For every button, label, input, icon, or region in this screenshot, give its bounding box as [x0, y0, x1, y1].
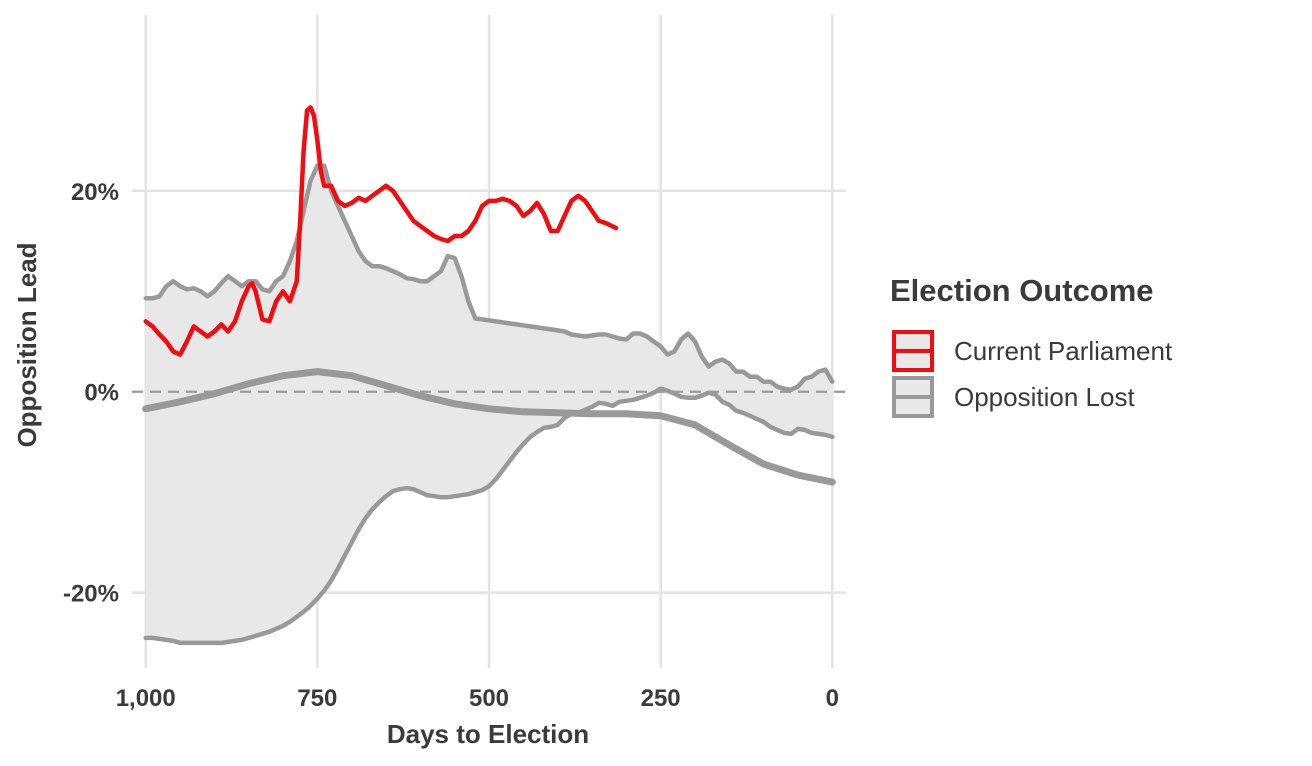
legend-key-current-parliament [892, 330, 934, 372]
x-tick-label: 0 [826, 685, 839, 712]
legend: Election Outcome Current Parliament Oppo… [890, 273, 1173, 418]
y-axis-title: Opposition Lead [12, 242, 42, 447]
x-tick-label: 1,000 [116, 685, 176, 712]
band-upper-line [143, 163, 835, 392]
series-lines [142, 105, 836, 486]
x-axis-title: Days to Election [387, 719, 589, 749]
y-tick-label: 0% [84, 380, 119, 407]
current-parliament-line [143, 105, 619, 357]
legend-label-opposition-lost: Opposition Lost [954, 382, 1135, 412]
opposition-lost-mean-line [142, 368, 836, 486]
y-axis-ticks: 20% 0% -20% [63, 179, 119, 608]
legend-key-opposition-lost [892, 376, 934, 418]
x-tick-label: 500 [469, 685, 509, 712]
legend-title: Election Outcome [890, 273, 1154, 308]
band-lower-line [143, 386, 835, 646]
band-fill [145, 165, 833, 643]
legend-label-current-parliament: Current Parliament [954, 336, 1173, 366]
opposition-lost-band [143, 163, 835, 646]
x-tick-label: 250 [641, 685, 681, 712]
x-axis-ticks: 1,000 750 500 250 0 [116, 685, 839, 712]
y-tick-label: -20% [63, 581, 119, 608]
x-tick-label: 750 [297, 685, 337, 712]
y-tick-label: 20% [71, 179, 119, 206]
